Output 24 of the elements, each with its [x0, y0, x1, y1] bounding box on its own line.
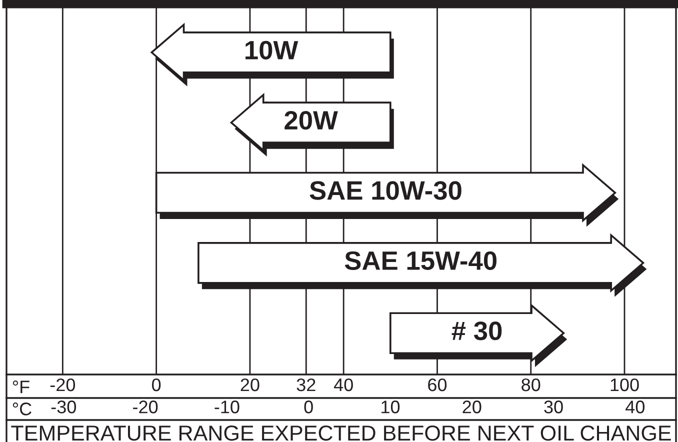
- y-tick-label: 10W: [246, 40, 298, 60]
- x2-tick-label: 30: [544, 400, 563, 414]
- y-tick-label: 20W: [284, 110, 338, 130]
- x-axis-title: °F: [12, 380, 30, 394]
- x2-tick-label: 0: [304, 400, 313, 414]
- x2-axis-title: °C: [12, 402, 32, 416]
- y-tick-label: SAE 15W-40: [344, 251, 496, 270]
- x2-tick-label: 40: [626, 400, 645, 414]
- y-tick-label: # 30: [452, 321, 502, 340]
- x-tick-label: 100: [610, 378, 639, 392]
- x-tick-label: 40: [334, 378, 353, 392]
- x-tick-label: 32: [296, 378, 316, 392]
- x-tick-label: 0: [152, 378, 161, 392]
- x2-tick-label: -10: [214, 400, 240, 414]
- y-tick-label: SAE 10W-30: [310, 181, 462, 200]
- x2-tick-label: 10: [382, 400, 400, 414]
- x-tick-label: 60: [428, 378, 447, 392]
- x-tick-label: 80: [522, 378, 540, 392]
- x2-tick-label: -30: [51, 400, 76, 414]
- x-tick-label: -20: [50, 378, 76, 392]
- x2-tick-label: 20: [462, 400, 482, 414]
- x2-tick-label: -20: [133, 400, 158, 414]
- text: TEMPERATURE RANGE EXPECTED BEFORE NEXT OIL CHANGE: [11, 425, 671, 441]
- x-tick-label: 20: [240, 378, 260, 392]
